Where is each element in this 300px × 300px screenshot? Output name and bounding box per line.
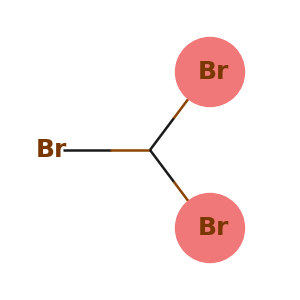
Text: Br: Br: [197, 216, 229, 240]
Text: Br: Br: [35, 138, 67, 162]
Circle shape: [176, 194, 244, 262]
Circle shape: [176, 38, 244, 106]
Text: Br: Br: [197, 60, 229, 84]
